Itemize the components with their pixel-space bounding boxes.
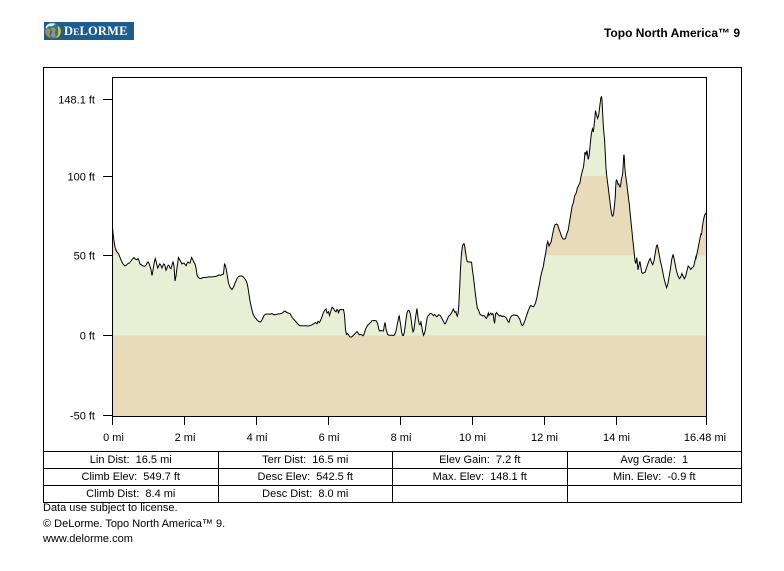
svg-text:4 mi: 4 mi [247, 432, 268, 444]
svg-text:-50 ft: -50 ft [70, 411, 95, 423]
svg-text:0 ft: 0 ft [80, 331, 95, 343]
svg-text:0 mi: 0 mi [103, 432, 124, 444]
svg-text:2 mi: 2 mi [175, 432, 196, 444]
svg-text:6 mi: 6 mi [319, 432, 340, 444]
svg-text:10 mi: 10 mi [459, 432, 486, 444]
svg-text:16.48 mi: 16.48 mi [684, 432, 726, 444]
svg-text:12 mi: 12 mi [531, 432, 558, 444]
svg-text:50 ft: 50 ft [74, 251, 95, 263]
svg-text:100 ft: 100 ft [67, 172, 95, 184]
svg-text:148.1 ft: 148.1 ft [58, 95, 95, 107]
svg-text:8 mi: 8 mi [391, 432, 412, 444]
svg-text:14 mi: 14 mi [603, 432, 630, 444]
